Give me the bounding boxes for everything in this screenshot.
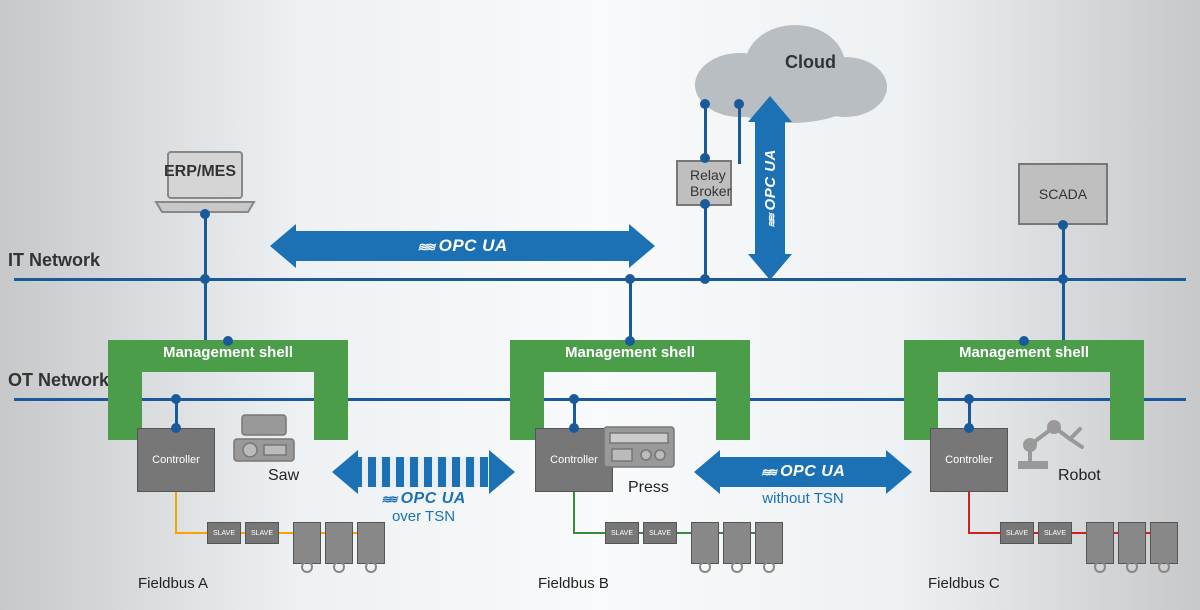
- arrow-head-left: [270, 224, 296, 268]
- relay-down: [704, 204, 707, 278]
- opcua-text: ≋≋ OPC UA: [761, 463, 846, 481]
- opcua-arrow: ≋≋ OPC UA: [292, 231, 633, 261]
- arrow-head-right: [886, 450, 912, 494]
- junction-dot: [171, 423, 181, 433]
- arrow-head-down: [748, 254, 792, 280]
- io-module: [691, 522, 719, 564]
- junction-dot: [569, 423, 579, 433]
- erp-label: ERP/MES: [164, 163, 236, 181]
- arrow-head-left: [332, 450, 358, 494]
- management-shell-label: Management shell: [108, 344, 348, 361]
- io-module: [1150, 522, 1178, 564]
- io-module: [357, 522, 385, 564]
- junction-dot: [171, 394, 181, 404]
- management-shell-label: Management shell: [904, 344, 1144, 361]
- io-module: [1086, 522, 1114, 564]
- opcua-text: ≋≋ OPC UA: [417, 236, 507, 256]
- arrow-sublabel: over TSN: [392, 508, 455, 525]
- cloud-drop-2: [738, 104, 741, 164]
- it-network-label: IT Network: [8, 250, 100, 271]
- slave-box: SLAVE: [1000, 522, 1034, 544]
- opcua-sublabel: ≋≋ OPC UAover TSN: [352, 490, 495, 525]
- slave-box: SLAVE: [605, 522, 639, 544]
- junction-dot: [625, 274, 635, 284]
- io-module: [293, 522, 321, 564]
- ot-network-label: OT Network: [8, 370, 109, 391]
- junction-dot: [700, 99, 710, 109]
- fieldbus-row: SLAVE SLAVE: [207, 522, 385, 564]
- arrow-head-right: [629, 224, 655, 268]
- slave-box: SLAVE: [643, 522, 677, 544]
- fieldbus-label: Fieldbus C: [928, 575, 1000, 592]
- io-module: [1118, 522, 1146, 564]
- fieldbus-row: SLAVE SLAVE: [1000, 522, 1178, 564]
- junction-dot: [1058, 220, 1068, 230]
- relay-up: [704, 104, 707, 160]
- shell-drop: [629, 278, 632, 340]
- junction-dot: [569, 394, 579, 404]
- junction-dot: [223, 336, 233, 346]
- fieldbus-drop: [573, 492, 575, 532]
- management-shell-label: Management shell: [510, 344, 750, 361]
- junction-dot: [964, 423, 974, 433]
- opcua-sublabel: without TSN: [714, 490, 892, 507]
- opcua-text: ≋≋ OPC UA: [762, 149, 779, 228]
- junction-dot: [964, 394, 974, 404]
- robot-icon: [1010, 405, 1090, 476]
- fieldbus-drop: [968, 492, 970, 532]
- controller-box: Controller: [137, 428, 215, 492]
- scada-drop: [1062, 225, 1065, 278]
- junction-dot: [700, 153, 710, 163]
- slave-box: SLAVE: [1038, 522, 1072, 544]
- junction-dot: [625, 336, 635, 346]
- arrow-head-up: [748, 96, 792, 122]
- io-module: [723, 522, 751, 564]
- fieldbus-drop: [175, 492, 177, 532]
- junction-dot: [700, 274, 710, 284]
- opcua-arrow-vertical: ≋≋ OPC UA: [755, 118, 785, 258]
- junction-dot: [1019, 336, 1029, 346]
- robot-label: Robot: [1058, 467, 1101, 485]
- erp-to-shell: [204, 278, 207, 340]
- junction-dot: [200, 209, 210, 219]
- arrow-head-right: [489, 450, 515, 494]
- controller-box: Controller: [930, 428, 1008, 492]
- slave-box: SLAVE: [245, 522, 279, 544]
- cloud-label: Cloud: [785, 52, 836, 73]
- junction-dot: [734, 99, 744, 109]
- press-icon: [600, 421, 678, 480]
- scada-box: SCADA: [1018, 163, 1108, 225]
- io-module: [325, 522, 353, 564]
- slave-box: SLAVE: [207, 522, 241, 544]
- fieldbus-row: SLAVE SLAVE: [605, 522, 783, 564]
- it-network-line: [14, 278, 1186, 281]
- saw-label: Saw: [268, 467, 299, 485]
- erp-drop: [204, 214, 207, 278]
- opcua-arrow: [354, 457, 493, 487]
- io-module: [755, 522, 783, 564]
- junction-dot: [700, 199, 710, 209]
- saw-icon: [228, 409, 300, 474]
- fieldbus-label: Fieldbus A: [138, 575, 208, 592]
- scada-to-shell: [1062, 278, 1065, 340]
- fieldbus-label: Fieldbus B: [538, 575, 609, 592]
- press-label: Press: [628, 479, 669, 497]
- arrow-head-left: [694, 450, 720, 494]
- opcua-arrow: ≋≋ OPC UA: [716, 457, 890, 487]
